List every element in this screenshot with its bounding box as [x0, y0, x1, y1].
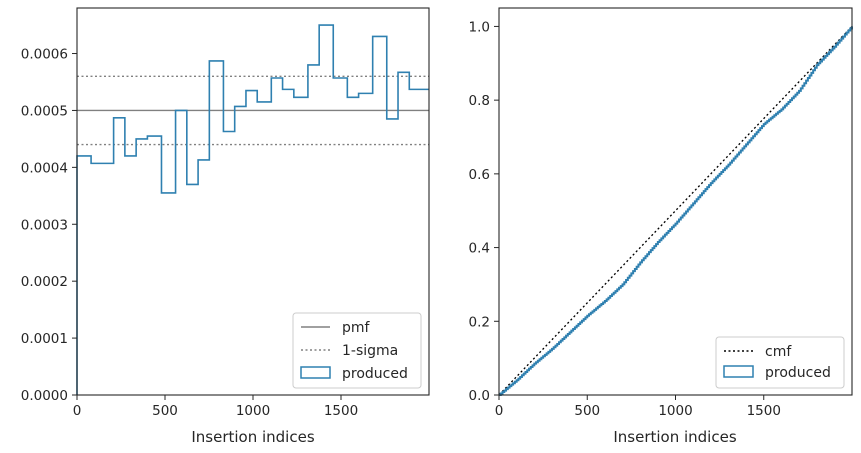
produced-histogram-step	[76, 24, 429, 395]
left-x-axis-label: Insertion indices	[191, 428, 314, 446]
legend-cmf-label: cmf	[765, 344, 792, 360]
left-y-tick-label: 0.0001	[21, 331, 68, 347]
right-x-ticks: 0 500 1000 1500	[495, 395, 781, 419]
left-y-tick-label: 0.0006	[21, 47, 68, 63]
right-plot-area	[499, 8, 852, 395]
right-x-tick-label: 0	[495, 403, 504, 419]
right-y-tick-label: 1.0	[469, 19, 490, 35]
legend-produced-cumulative-label: produced	[765, 365, 831, 381]
right-x-tick-label: 1000	[658, 403, 692, 419]
right-chart-panel: 0 500 1000 1500 0.0 0.2 0.4 0.6 0.8 1.0 Insertio…	[469, 7, 853, 446]
left-y-tick-label: 0.0003	[21, 217, 68, 233]
left-y-tick-label: 0.0002	[21, 274, 68, 290]
right-x-tick-label: 500	[574, 403, 600, 419]
left-y-tick-label: 0.0004	[21, 160, 68, 176]
left-x-tick-label: 1000	[236, 403, 270, 419]
legend-produced-label: produced	[342, 366, 408, 382]
right-y-tick-label: 0.2	[469, 314, 490, 330]
legend-produced-swatch	[300, 366, 331, 379]
left-legend: pmf 1-sigma produced	[292, 312, 422, 389]
right-x-tick-label: 1500	[747, 403, 781, 419]
right-y-tick-label: 0.6	[469, 167, 490, 183]
left-x-tick-label: 1500	[324, 403, 358, 419]
right-y-tick-label: 0.4	[469, 241, 490, 257]
right-y-ticks: 0.0 0.2 0.4 0.6 0.8 1.0	[469, 19, 499, 404]
right-x-axis-label: Insertion indices	[613, 428, 736, 446]
legend-produced-cumulative-swatch	[723, 365, 754, 378]
right-y-tick-label: 0.8	[469, 93, 490, 109]
legend-pmf-label: pmf	[342, 320, 371, 336]
left-x-ticks: 0 500 1000 1500	[73, 395, 358, 419]
left-y-ticks: 0.0000 0.0001 0.0002 0.0003 0.0004 0.0005 0.00…	[21, 47, 77, 404]
produced-cumulative-line	[499, 26, 853, 396]
left-x-tick-label: 500	[152, 403, 178, 419]
left-legend-box	[292, 312, 422, 389]
right-legend-box	[715, 336, 845, 389]
left-chart-panel: 0 500 1000 1500 0.00000.00010.00020.00030.0…	[21, 7, 430, 446]
right-legend: cmf produced	[715, 336, 845, 389]
left-x-tick-label: 0	[73, 403, 82, 419]
left-y-tick-label: 0.0000	[21, 388, 68, 404]
legend-sigma-label: 1-sigma	[342, 343, 398, 359]
left-y-tick-label: 0.0005	[21, 103, 68, 119]
right-y-tick-label: 0.0	[469, 388, 490, 404]
